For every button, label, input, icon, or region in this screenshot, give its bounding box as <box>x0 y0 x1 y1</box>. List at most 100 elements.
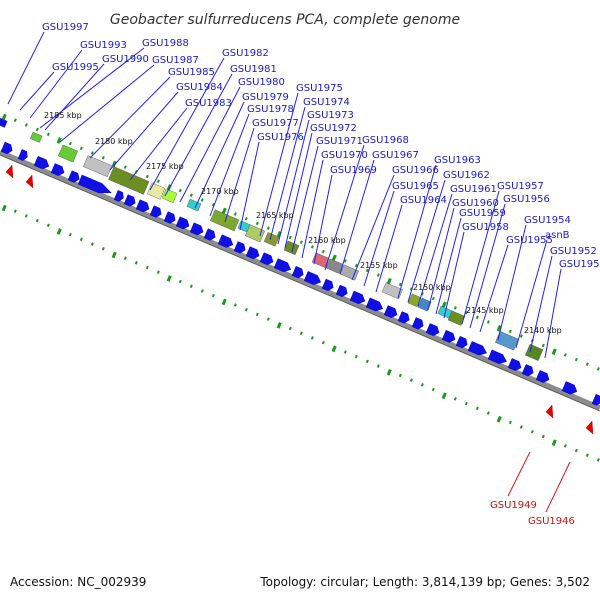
outer-tick <box>331 254 337 262</box>
leader-line <box>277 119 310 245</box>
forward-gene-arrow <box>245 246 260 260</box>
gene-label-gsu1979: GSU1979 <box>242 92 289 103</box>
inner-tick <box>233 303 237 307</box>
inner-tick <box>276 322 282 329</box>
forward-gene-arrow <box>291 266 304 279</box>
gene-label-gsu1959: GSU1959 <box>459 208 506 219</box>
forward-gene-arrow <box>521 364 534 377</box>
outer-tick <box>541 343 545 348</box>
inner-tick <box>166 275 172 282</box>
inner-tick <box>519 425 523 429</box>
leader-line <box>375 204 403 293</box>
outer-tick <box>123 165 127 169</box>
outer-tick <box>299 240 303 244</box>
forward-gene-arrow <box>135 199 150 213</box>
forward-gene-arrow <box>17 149 28 161</box>
gene-label-gsu1952: GSU1952 <box>550 246 597 257</box>
inner-tick <box>585 453 589 457</box>
outer-tick <box>519 334 523 338</box>
leader-line <box>497 224 527 341</box>
forward-gene-arrow <box>321 278 334 292</box>
backbone-line <box>0 149 600 411</box>
feature-block <box>525 343 544 361</box>
outer-tick <box>255 221 259 226</box>
inner-tick <box>398 373 402 378</box>
gene-label-gsu1972: GSU1972 <box>310 123 357 134</box>
leader-line <box>427 207 455 311</box>
feature-block <box>186 198 202 212</box>
outer-tick <box>486 320 490 324</box>
inner-tick <box>13 209 17 213</box>
inner-tick <box>343 350 347 354</box>
inner-tick <box>46 223 50 228</box>
reverse-gene-marker <box>25 174 34 189</box>
inner-tick <box>255 312 259 317</box>
gene-label-gsu1974: GSU1974 <box>303 97 350 108</box>
forward-gene-arrow <box>203 228 216 241</box>
forward-gene-arrow <box>33 155 50 170</box>
inner-tick <box>486 411 490 415</box>
forward-gene-arrow <box>273 258 292 273</box>
inner-tick <box>111 251 117 259</box>
inner-tick <box>1 204 7 212</box>
feature-block <box>381 282 403 300</box>
kbp-label: 2155 kbp <box>360 261 398 270</box>
inner-tick <box>530 429 534 434</box>
outer-tick <box>596 367 600 371</box>
forward-gene-arrow <box>123 194 136 207</box>
outer-tick <box>508 329 512 334</box>
inner-tick <box>441 392 447 400</box>
forward-gene-arrow <box>349 290 366 305</box>
forward-gene-arrow <box>67 170 80 183</box>
forward-gene-arrow <box>77 174 112 194</box>
leader-line <box>301 159 324 259</box>
reverse-gene-marker <box>585 420 594 435</box>
inner-tick <box>24 214 28 218</box>
outer-tick <box>321 249 325 254</box>
inner-tick <box>508 420 512 425</box>
gene-label-gsu1973: GSU1973 <box>307 110 354 121</box>
outer-tick <box>310 245 314 249</box>
outer-tick <box>46 132 50 137</box>
outer-tick <box>178 188 182 193</box>
forward-gene-arrow <box>487 349 507 364</box>
gene-label-gsu1971: GSU1971 <box>316 136 363 147</box>
inner-tick <box>596 458 600 462</box>
gene-label-gsu1975: GSU1975 <box>296 83 343 94</box>
outer-tick <box>200 198 204 202</box>
gene-label-gsu1982: GSU1982 <box>222 48 269 59</box>
outer-tick <box>221 207 227 215</box>
leader-line <box>284 132 313 249</box>
kbp-label: 2185 kbp <box>44 111 82 120</box>
leader-line <box>194 101 245 209</box>
gene-label-gsu1969: GSU1969 <box>330 165 377 176</box>
leader-line <box>544 268 562 359</box>
forward-gene-arrow <box>0 141 13 155</box>
leader-line <box>443 231 465 319</box>
gene-label-gsu1981: GSU1981 <box>230 64 277 75</box>
inner-tick <box>221 298 227 306</box>
leader-line <box>239 141 260 231</box>
feature-block <box>325 258 344 274</box>
gene-label-gsu1955: GSU1955 <box>506 235 553 246</box>
leader-line <box>479 244 509 333</box>
leader-line <box>339 159 375 275</box>
inner-tick <box>420 383 424 387</box>
gene-label-gsu1957: GSU1957 <box>497 181 544 192</box>
leader-line <box>461 190 500 325</box>
inner-tick <box>496 415 502 423</box>
gene-label-gsu1995: GSU1995 <box>52 62 99 73</box>
forward-gene-arrow <box>233 241 246 254</box>
gene-label-gsu1965: GSU1965 <box>392 181 439 192</box>
leader-line <box>507 451 531 497</box>
outer-tick <box>211 202 215 207</box>
feature-block <box>0 117 8 128</box>
inner-tick <box>156 270 160 274</box>
forward-gene-arrow <box>455 336 468 349</box>
outer-tick <box>13 118 17 122</box>
feature-block <box>83 155 113 178</box>
inner-tick <box>574 448 578 453</box>
backbone-shadow <box>0 154 600 412</box>
